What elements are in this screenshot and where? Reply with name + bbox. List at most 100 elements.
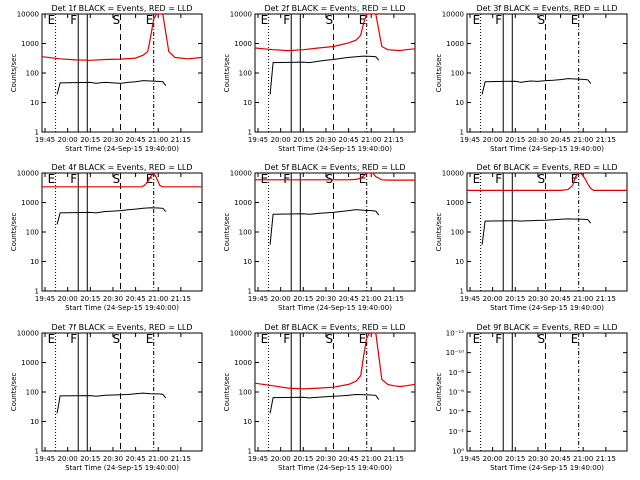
x-tick-label: 21:00 <box>573 455 593 463</box>
series-lld-line <box>467 172 627 191</box>
panel-title: Det 1f BLACK = Events, RED = LLD <box>51 4 192 13</box>
y-tick-label: 1 <box>248 448 252 456</box>
series-events-line <box>481 218 592 245</box>
marker-label: F <box>70 13 77 27</box>
y-tick-label: 100 <box>26 70 39 78</box>
x-tick-label: 20:15 <box>505 455 525 463</box>
series-lld-line <box>42 171 202 188</box>
x-tick-label: 20:30 <box>103 455 123 463</box>
marker-label: E <box>473 332 481 346</box>
x-tick-label: 20:15 <box>80 136 100 144</box>
x-axis-label: Start Time (24-Sep-15 19:40:00) <box>278 304 392 312</box>
panel-det-9: Det 9f BLACK = Events, RED = LLD 10⁰ 10⁻² 1… <box>435 323 628 472</box>
marker-label: F <box>70 172 77 186</box>
marker-label: E <box>473 13 481 27</box>
y-tick-label: 1000 <box>446 40 464 48</box>
x-tick-label: 21:00 <box>148 455 168 463</box>
x-tick-label: 20:45 <box>125 136 145 144</box>
y-tick-label: 10⁻⁸ <box>449 369 465 377</box>
x-axis-label: Start Time (24-Sep-15 19:40:00) <box>278 145 392 153</box>
x-tick-label: 21:00 <box>573 295 593 303</box>
y-axis-label: Counts/sec <box>10 373 18 412</box>
marker-label: E <box>146 332 154 346</box>
x-tick-label: 19:45 <box>248 295 268 303</box>
marker-label: F <box>283 13 290 27</box>
plot-frame <box>41 13 203 133</box>
x-tick-label: 20:45 <box>550 136 570 144</box>
x-tick-label: 21:00 <box>361 136 381 144</box>
y-tick-label: 10000 <box>442 170 464 178</box>
x-tick-label: 20:30 <box>528 295 548 303</box>
y-tick-label: 100 <box>451 229 464 237</box>
panel-det-2: Det 2f BLACK = Events, RED = LLD 1 10 100 10… <box>223 4 416 153</box>
y-tick-label: 1 <box>35 288 39 296</box>
marker-label: F <box>495 332 502 346</box>
y-tick-label: 10 <box>243 418 252 426</box>
marker-label: E <box>359 172 367 186</box>
y-tick-label: 1000 <box>234 359 252 367</box>
x-tick-label: 20:45 <box>338 455 358 463</box>
x-tick-label: 20:00 <box>58 455 78 463</box>
marker-label: S <box>537 332 545 346</box>
panel-det-7: Det 7f BLACK = Events, RED = LLD 1 10 100 10… <box>10 323 203 472</box>
y-tick-label: 10 <box>30 99 39 107</box>
series-events-line <box>269 393 380 414</box>
x-tick-label: 20:30 <box>103 295 123 303</box>
x-tick-label: 20:30 <box>528 455 548 463</box>
series-events-line <box>56 207 167 225</box>
y-tick-label: 1 <box>35 129 39 137</box>
marker-label: E <box>146 13 154 27</box>
x-tick-label: 19:45 <box>248 136 268 144</box>
x-tick-label: 20:30 <box>103 136 123 144</box>
marker-label: S <box>325 332 333 346</box>
y-axis-label: Counts/sec <box>223 54 231 93</box>
marker-label: E <box>571 13 579 27</box>
x-tick-label: 20:45 <box>338 136 358 144</box>
x-axis-label: Start Time (24-Sep-15 19:40:00) <box>490 464 604 472</box>
y-tick-label: 10 <box>30 418 39 426</box>
y-tick-label: 1000 <box>21 359 39 367</box>
y-axis-label: Counts/sec <box>223 213 231 252</box>
x-axis-label: Start Time (24-Sep-15 19:40:00) <box>65 145 179 153</box>
y-tick-label: 1 <box>248 288 252 296</box>
panel-title: Det 9f BLACK = Events, RED = LLD <box>476 323 617 332</box>
x-axis-label: Start Time (24-Sep-15 19:40:00) <box>490 145 604 153</box>
x-tick-label: 20:00 <box>483 136 503 144</box>
x-axis-label: Start Time (24-Sep-15 19:40:00) <box>65 304 179 312</box>
x-tick-label: 20:00 <box>271 295 291 303</box>
panel-title: Det 4f BLACK = Events, RED = LLD <box>51 163 192 172</box>
marker-label: F <box>283 172 290 186</box>
x-tick-label: 20:15 <box>293 295 313 303</box>
y-tick-label: 10000 <box>442 11 464 19</box>
panel-det-5: Det 5f BLACK = Events, RED = LLD 1 10 100 10… <box>223 163 416 312</box>
series-events-line <box>56 392 167 414</box>
x-tick-label: 20:30 <box>316 295 336 303</box>
series-lld-line <box>255 172 415 181</box>
x-tick-label: 20:15 <box>293 136 313 144</box>
y-tick-label: 10⁰ <box>452 448 464 456</box>
y-tick-label: 10000 <box>17 330 39 338</box>
marker-label: E <box>261 13 269 27</box>
x-tick-label: 19:45 <box>35 295 55 303</box>
x-tick-label: 19:45 <box>35 136 55 144</box>
y-tick-label: 100 <box>239 389 252 397</box>
x-tick-label: 19:45 <box>460 136 480 144</box>
plot-frame <box>254 172 416 292</box>
y-tick-label: 100 <box>451 70 464 78</box>
x-tick-label: 19:45 <box>248 455 268 463</box>
panel-det-8: Det 8f BLACK = Events, RED = LLD 1 10 100 10… <box>223 323 416 472</box>
y-tick-label: 10000 <box>17 170 39 178</box>
y-tick-label: 1000 <box>234 40 252 48</box>
y-tick-label: 10000 <box>230 170 252 178</box>
x-tick-label: 20:30 <box>528 136 548 144</box>
y-tick-label: 100 <box>239 70 252 78</box>
marker-label: E <box>359 13 367 27</box>
panel-det-6: Det 6f BLACK = Events, RED = LLD 1 10 100 10… <box>435 163 628 312</box>
x-tick-label: 21:15 <box>596 136 616 144</box>
marker-label: F <box>495 172 502 186</box>
x-tick-label: 21:00 <box>148 295 168 303</box>
x-tick-label: 21:15 <box>384 295 404 303</box>
x-tick-label: 21:00 <box>148 136 168 144</box>
marker-label: S <box>112 172 120 186</box>
